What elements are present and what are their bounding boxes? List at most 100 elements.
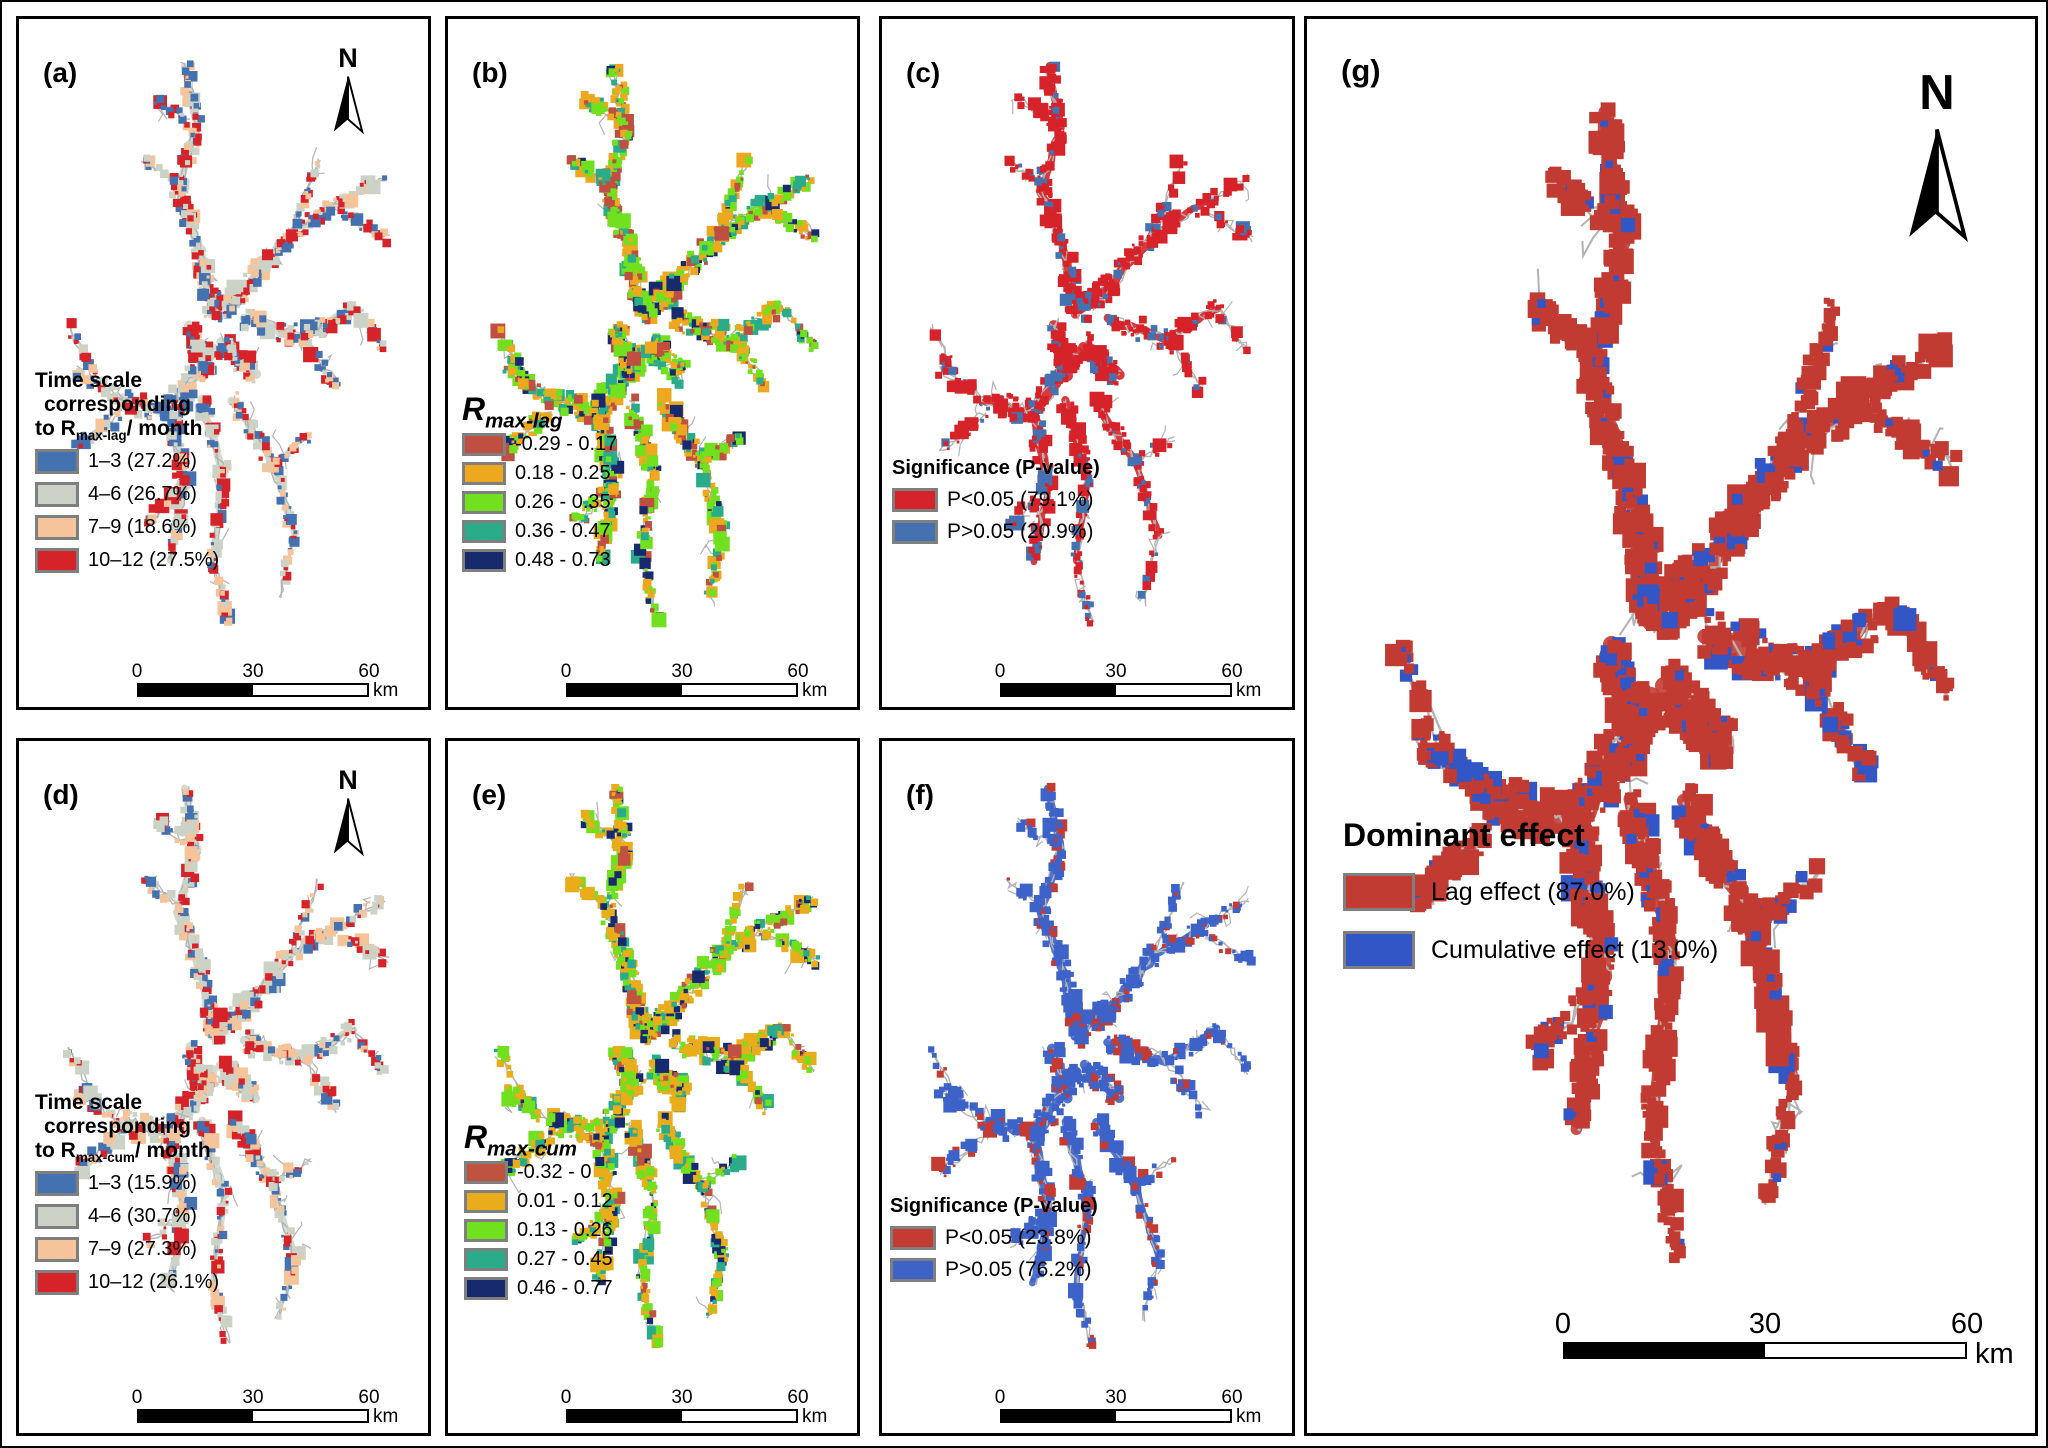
scale-tick: 0 bbox=[560, 1387, 572, 1408]
legend-swatch bbox=[35, 448, 79, 474]
scale-bar: 0 30 60 km bbox=[132, 661, 399, 701]
legend-label: 4–6 (30.7%) bbox=[88, 1204, 197, 1227]
legend-label: 0.01 - 0.12 bbox=[517, 1190, 613, 1213]
scale-bar-fill bbox=[1565, 1344, 1765, 1357]
scale-bar-bar bbox=[566, 683, 798, 697]
legend-title-text: Significance (P-value) bbox=[890, 1195, 1098, 1217]
scale-bar-bar bbox=[137, 683, 369, 697]
legend-item: 7–9 (18.6%) bbox=[35, 514, 285, 540]
panel-label: (c) bbox=[906, 57, 941, 88]
legend-item: -0.29 - 0.17 bbox=[462, 433, 618, 457]
legend-item: 0.36 - 0.47 bbox=[462, 520, 617, 544]
legend-title-subscript: max-lag bbox=[75, 428, 127, 444]
scale-tick: 30 bbox=[1105, 661, 1127, 682]
legend-title-text: corresponding bbox=[44, 1114, 192, 1138]
scale-bar-labels: 0 30 60 bbox=[132, 1387, 380, 1409]
legend-swatch bbox=[462, 491, 506, 515]
panel-c: (c) Significance (P-value) P<0.05 (79.1%) P… bbox=[879, 16, 1295, 710]
legend-item: 0.01 - 0.12 bbox=[464, 1190, 613, 1214]
scale-unit: km bbox=[373, 680, 399, 701]
legend-swatch bbox=[35, 1236, 79, 1262]
legend-swatch bbox=[35, 481, 79, 507]
scale-tick: 0 bbox=[994, 1387, 1006, 1408]
legend-swatch bbox=[35, 547, 79, 573]
scale-bar-labels: 0 30 60 bbox=[561, 1387, 809, 1409]
panel-label: (f) bbox=[906, 779, 934, 810]
legend: Time scale corresponding to Rmax-cum/ mont… bbox=[35, 1091, 285, 1295]
map-canvas bbox=[929, 61, 1254, 627]
north-arrow-icon bbox=[333, 798, 364, 857]
legend-title-subscript: max-cum bbox=[487, 1137, 577, 1161]
legend-label: 1–3 (15.9%) bbox=[88, 1171, 197, 1194]
legend-title-text: to R bbox=[35, 1138, 76, 1162]
legend-title-text: to R bbox=[35, 416, 76, 440]
legend-title: Time scale corresponding to Rmax-lag/ mont… bbox=[35, 369, 285, 444]
legend-item: P<0.05 (79.1%) bbox=[892, 487, 1100, 512]
panel-label: (b) bbox=[472, 57, 508, 88]
legend-swatch bbox=[462, 549, 506, 573]
legend-label: 0.18 - 0.25 bbox=[515, 462, 611, 485]
scale-unit: km bbox=[802, 680, 828, 701]
scale-tick: 30 bbox=[1105, 1387, 1127, 1408]
scale-bar-bar bbox=[1000, 1409, 1232, 1423]
legend-swatch bbox=[890, 1225, 936, 1250]
panel-d: (d) N Time scale corresponding to Rmax-cum/ … bbox=[16, 738, 431, 1436]
scale-bar-fill bbox=[1002, 685, 1116, 695]
north-arrow: N bbox=[319, 45, 377, 139]
legend-label: 0.36 - 0.47 bbox=[515, 520, 611, 543]
scale-bar-fill bbox=[568, 685, 682, 695]
legend-swatch bbox=[464, 1277, 508, 1301]
legend-title: Rmax-cum bbox=[464, 1119, 613, 1159]
north-arrow: N bbox=[319, 767, 377, 861]
scale-bar-labels: 0 30 60 bbox=[995, 661, 1243, 683]
legend-label: 10–12 (27.5%) bbox=[88, 548, 220, 571]
map-canvas bbox=[493, 783, 821, 1349]
panel-label: (a) bbox=[43, 57, 78, 88]
legend-item: P>0.05 (76.2%) bbox=[890, 1257, 1098, 1282]
panel-label: (d) bbox=[43, 779, 79, 810]
legend-swatch bbox=[890, 1257, 936, 1282]
legend-label: Cumulative effect (13.0%) bbox=[1431, 935, 1719, 964]
map-canvas bbox=[928, 782, 1256, 1349]
scale-bar-bar bbox=[566, 1409, 798, 1423]
legend-item: 1–3 (15.9%) bbox=[35, 1170, 285, 1196]
legend-label: 7–9 (18.6%) bbox=[88, 515, 197, 538]
legend-swatch bbox=[462, 433, 506, 457]
scale-tick: 60 bbox=[358, 1387, 380, 1408]
north-arrow-icon bbox=[1909, 129, 1969, 243]
legend-item: -0.32 - 0 bbox=[464, 1161, 613, 1185]
legend-title-text: Significance (P-value) bbox=[892, 457, 1100, 479]
legend-title-text: Time scale bbox=[35, 369, 143, 392]
legend: Significance (P-value) P<0.05 (23.8%) P>0.… bbox=[890, 1195, 1098, 1282]
scale-tick: 30 bbox=[671, 1387, 693, 1408]
scale-bar-labels: 0 30 60 bbox=[132, 661, 380, 683]
legend-title-line: to Rmax-lag/ month bbox=[35, 416, 285, 444]
legend-title-line: Time scale bbox=[35, 1091, 285, 1115]
scale-tick: 30 bbox=[242, 661, 264, 682]
legend-title-line: Rmax-lag bbox=[462, 391, 617, 431]
scale-bar-labels: 0 30 60 bbox=[995, 1387, 1243, 1409]
legend-item: 0.46 - 0.77 bbox=[464, 1277, 613, 1301]
panel-g: (g) N Dominant effect Lag effect (87.0%) Cum… bbox=[1304, 16, 2038, 1436]
legend-title-text: R bbox=[464, 1119, 488, 1155]
scale-tick: 30 bbox=[1748, 1308, 1782, 1340]
legend-swatch bbox=[35, 1170, 79, 1196]
legend-title: Rmax-lag bbox=[462, 391, 617, 431]
legend-swatch bbox=[462, 520, 506, 544]
legend-label: 7–9 (27.3%) bbox=[88, 1237, 197, 1260]
legend-item: Cumulative effect (13.0%) bbox=[1343, 931, 1719, 970]
legend-label: 0.27 - 0.45 bbox=[517, 1248, 613, 1271]
legend-item: 0.48 - 0.73 bbox=[462, 549, 617, 573]
scale-bar: 0 30 60 km bbox=[1555, 1308, 2014, 1370]
legend-title: Significance (P-value) bbox=[890, 1195, 1098, 1218]
scale-bar: 0 30 60 km bbox=[132, 1387, 399, 1427]
legend-title-text: corresponding bbox=[44, 392, 192, 416]
scale-tick: 0 bbox=[994, 661, 1006, 682]
legend-item: 0.27 - 0.45 bbox=[464, 1248, 613, 1272]
legend-swatch bbox=[1343, 873, 1415, 912]
legend-label: -0.29 - 0.17 bbox=[515, 433, 618, 456]
legend-item: 10–12 (27.5%) bbox=[35, 547, 285, 573]
scale-tick: 60 bbox=[358, 661, 380, 682]
north-label: N bbox=[1919, 66, 1955, 120]
